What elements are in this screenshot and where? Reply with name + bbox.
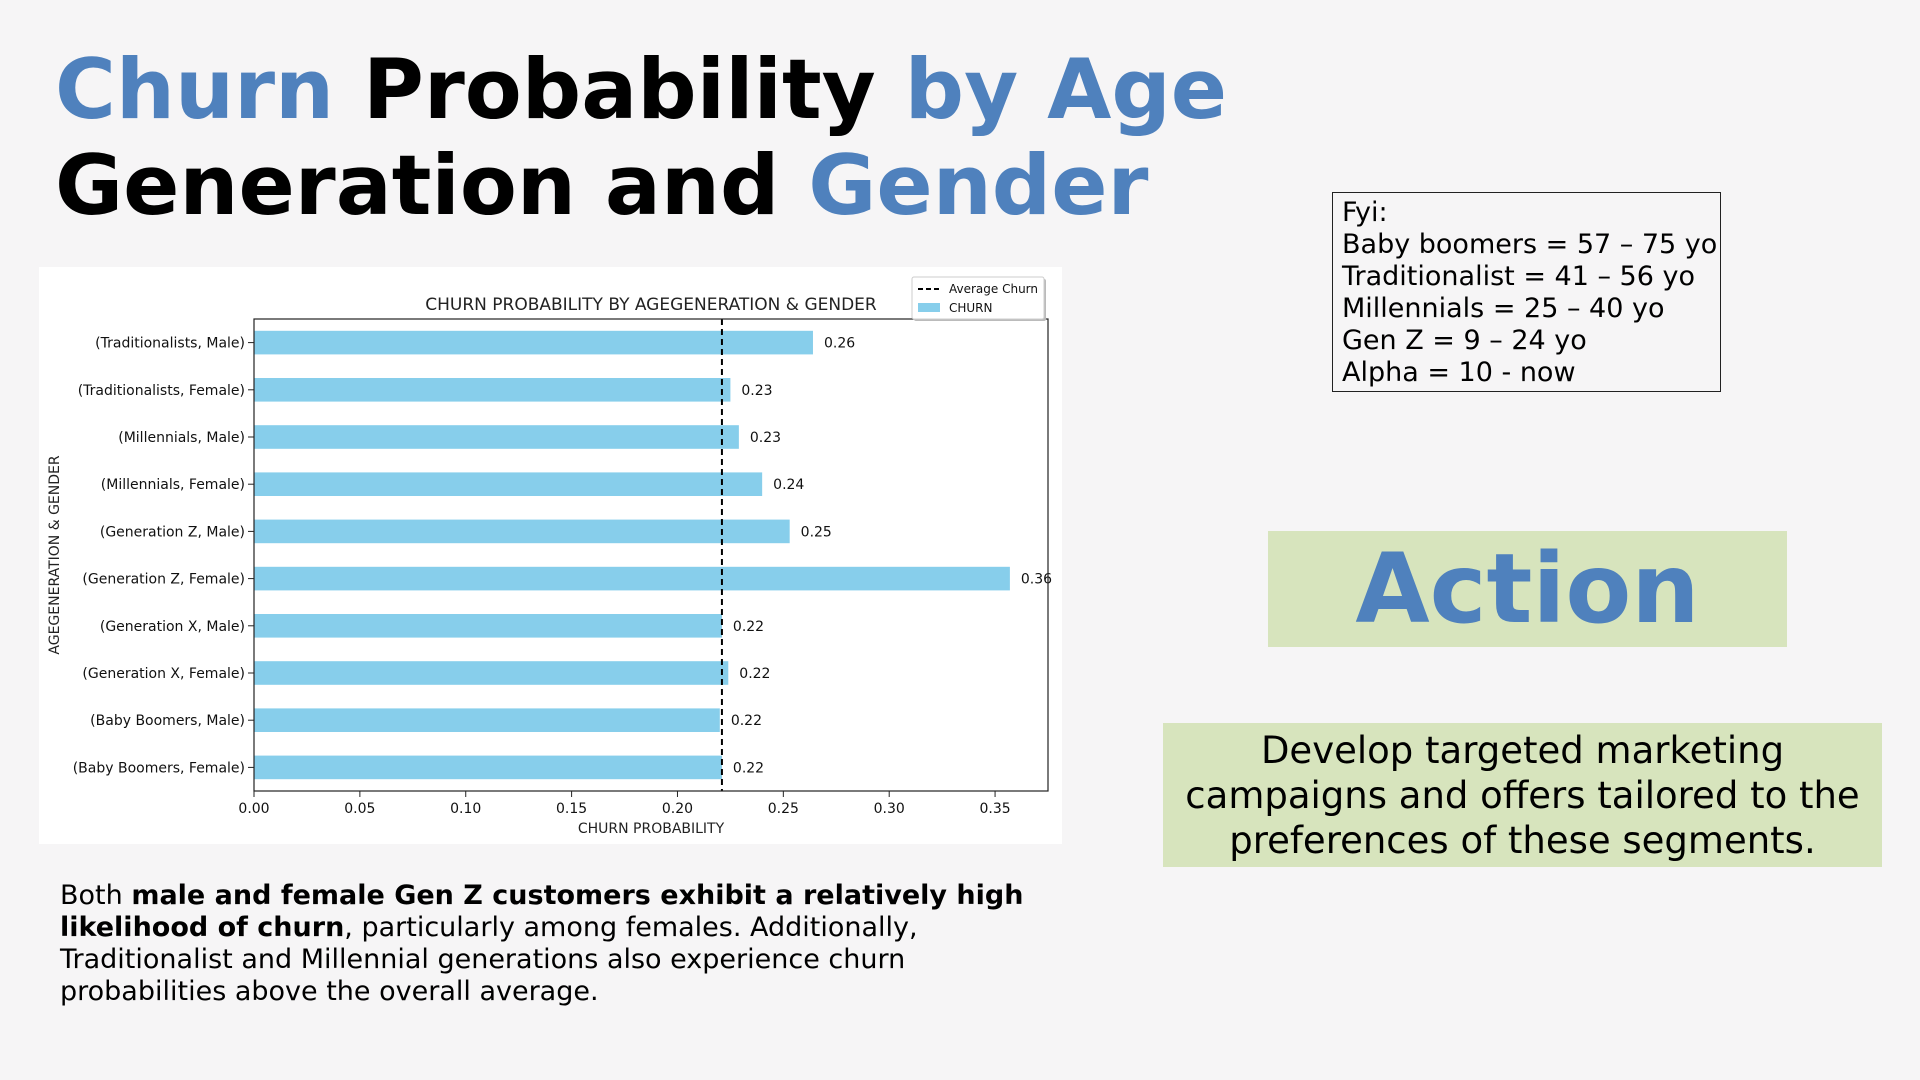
bar-value-label-9: 0.22	[733, 760, 764, 776]
x-tick-label-1: 0.05	[344, 801, 375, 817]
y-tick-label-7: (Generation X, Female)	[82, 666, 245, 682]
fyi-millennials: Millennials = 25 – 40 yo	[1342, 293, 1665, 324]
legend-churn-swatch	[918, 303, 940, 312]
action-heading: Action	[1355, 533, 1700, 645]
bar-value-label-2: 0.23	[750, 430, 781, 446]
summary-text: Both male and female Gen Z customers exh…	[60, 880, 1060, 1008]
x-tick-label-4: 0.20	[662, 801, 693, 817]
title-part-probability: Probability	[334, 41, 905, 138]
title-part-churn: Churn	[55, 41, 335, 138]
y-tick-label-3: (Millennials, Female)	[101, 477, 245, 493]
y-tick-label-0: (Traditionalists, Male)	[95, 336, 245, 352]
bar-3	[254, 472, 763, 496]
bar-1	[254, 378, 731, 402]
bar-value-label-4: 0.25	[801, 524, 832, 540]
summary-pre: Both	[60, 880, 132, 911]
bar-value-label-8: 0.22	[731, 713, 762, 729]
bar-value-label-0: 0.26	[824, 336, 855, 352]
y-tick-label-2: (Millennials, Male)	[118, 430, 245, 446]
x-tick-label-6: 0.30	[874, 801, 905, 817]
y-tick-label-6: (Generation X, Male)	[100, 619, 245, 635]
title-part-by-age: by Age	[904, 41, 1228, 138]
bar-value-label-1: 0.23	[741, 383, 772, 399]
page-title: Churn Probability by Age Generation and G…	[55, 42, 1255, 234]
y-tick-label-8: (Baby Boomers, Male)	[90, 713, 245, 729]
x-tick-label-7: 0.35	[979, 801, 1010, 817]
bar-value-label-5: 0.36	[1021, 572, 1052, 588]
x-tick-label-0: 0.00	[238, 801, 269, 817]
x-tick-label-2: 0.10	[450, 801, 481, 817]
y-tick-label-9: (Baby Boomers, Female)	[73, 760, 245, 776]
legend-churn-label: CHURN	[949, 301, 993, 315]
chart-title: CHURN PROBABILITY BY AGEGENERATION & GEN…	[425, 295, 877, 315]
fyi-heading: Fyi:	[1342, 197, 1388, 228]
x-axis-label: CHURN PROBABILITY	[578, 821, 725, 837]
x-tick-label-5: 0.25	[768, 801, 799, 817]
churn-bar-chart: CHURN PROBABILITY BY AGEGENERATION & GEN…	[47, 276, 1052, 837]
bar-value-label-7: 0.22	[739, 666, 770, 682]
x-tick-label-3: 0.15	[556, 801, 587, 817]
bar-4	[254, 519, 790, 544]
title-part-gender: Gender	[808, 137, 1149, 234]
fyi-alpha: Alpha = 10 - now	[1342, 357, 1576, 388]
y-tick-label-4: (Generation Z, Male)	[100, 524, 245, 540]
fyi-box: Fyi: Baby boomers = 57 – 75 yo Tradition…	[1332, 192, 1721, 392]
summary-bold: male and female Gen Z customers exhibit …	[60, 880, 1024, 943]
legend-average-label: Average Churn	[949, 282, 1038, 296]
bar-7	[254, 661, 729, 685]
bar-8	[254, 708, 720, 732]
plot-frame	[253, 318, 1049, 792]
y-tick-label-1: (Traditionalists, Female)	[78, 383, 245, 399]
title-part-generation: Generation and	[55, 137, 809, 234]
bar-value-label-3: 0.24	[773, 477, 804, 493]
y-axis-label: AGEGENERATION & GENDER	[47, 455, 63, 654]
fyi-traditionalist: Traditionalist = 41 – 56 yo	[1342, 261, 1695, 292]
legend-box	[911, 276, 1045, 320]
action-heading-box: Action	[1268, 531, 1787, 647]
bar-2	[254, 425, 739, 449]
fyi-baby-boomers: Baby boomers = 57 – 75 yo	[1342, 229, 1718, 260]
bar-0	[254, 330, 813, 355]
y-tick-label-5: (Generation Z, Female)	[82, 572, 245, 588]
action-recommendation-box: Develop targeted marketing campaigns and…	[1163, 723, 1882, 867]
action-recommendation: Develop targeted marketing campaigns and…	[1185, 728, 1860, 862]
chart-panel: CHURN PROBABILITY BY AGEGENERATION & GEN…	[39, 267, 1062, 844]
bar-5	[254, 566, 1010, 591]
bar-6	[254, 614, 722, 638]
fyi-gen-z: Gen Z = 9 – 24 yo	[1342, 325, 1587, 356]
bar-9	[254, 755, 722, 780]
summary-post: , particularly among females. Additional…	[60, 912, 918, 1007]
bar-value-label-6: 0.22	[733, 619, 764, 635]
